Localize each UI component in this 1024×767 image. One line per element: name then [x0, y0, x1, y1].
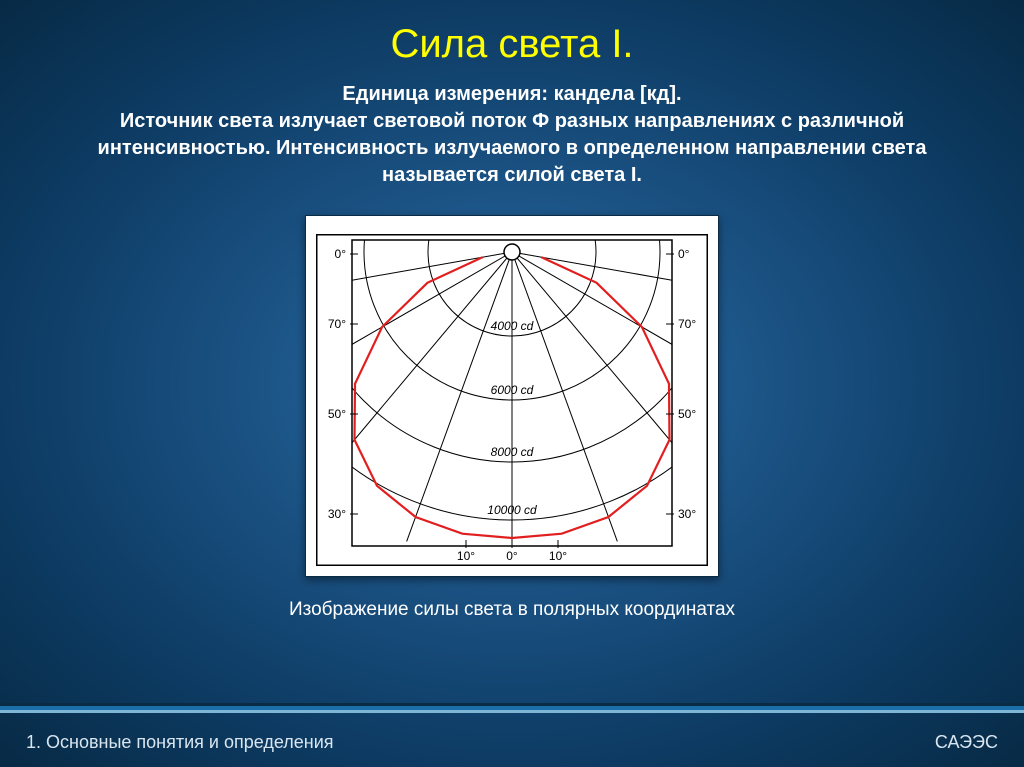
- polar-diagram: 4000 cd 6000 cd 8000 cd 10000 cd 0° 70° 50° 30°…: [316, 234, 708, 566]
- svg-text:30°: 30°: [678, 507, 696, 521]
- footer-stripe: [0, 710, 1024, 713]
- svg-text:10°: 10°: [457, 549, 475, 563]
- diagram-frame: 4000 cd 6000 cd 8000 cd 10000 cd 0° 70° 50° 30°…: [305, 215, 719, 577]
- svg-text:0°: 0°: [335, 247, 347, 261]
- svg-text:70°: 70°: [678, 317, 696, 331]
- svg-text:70°: 70°: [328, 317, 346, 331]
- footer-right-text: САЭЭС: [935, 732, 998, 753]
- svg-text:50°: 50°: [678, 407, 696, 421]
- footer-stripes: [0, 703, 1024, 713]
- diagram-caption: Изображение силы света в полярных коорди…: [0, 599, 1024, 621]
- svg-text:6000 cd: 6000 cd: [491, 383, 534, 397]
- svg-text:0°: 0°: [678, 247, 690, 261]
- svg-text:50°: 50°: [328, 407, 346, 421]
- page-title: Сила света I.: [0, 0, 1024, 81]
- svg-text:4000 cd: 4000 cd: [491, 319, 534, 333]
- svg-text:10°: 10°: [549, 549, 567, 563]
- svg-text:30°: 30°: [328, 507, 346, 521]
- svg-text:10000 cd: 10000 cd: [487, 503, 537, 517]
- svg-text:0°: 0°: [506, 549, 518, 563]
- footer-bar: 1. Основные понятия и определения САЭЭС: [0, 703, 1024, 767]
- svg-text:8000 cd: 8000 cd: [491, 445, 534, 459]
- footer-left-text: 1. Основные понятия и определения: [26, 732, 334, 753]
- description-text: Единица измерения: кандела [кд].Источник…: [0, 81, 1024, 207]
- diagram-container: 4000 cd 6000 cd 8000 cd 10000 cd 0° 70° 50° 30°…: [0, 215, 1024, 577]
